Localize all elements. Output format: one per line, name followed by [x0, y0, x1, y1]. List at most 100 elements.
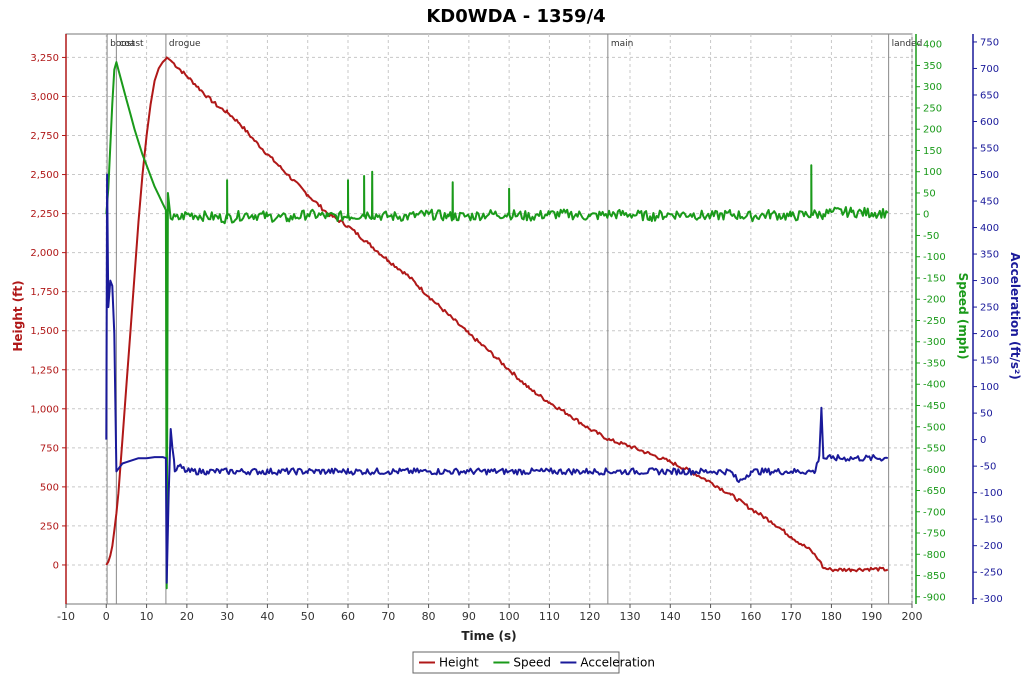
- legend: Height Speed Acceleration: [412, 651, 655, 674]
- speed-tick-label: 300: [923, 82, 942, 93]
- acceleration-tick-label: 750: [980, 37, 999, 48]
- x-tick-label: 70: [381, 610, 395, 623]
- x-tick-label: 140: [660, 610, 681, 623]
- speed-tick-label: -500: [923, 422, 946, 433]
- acceleration-tick-label: -250: [980, 568, 1003, 579]
- acceleration-tick-label: 100: [980, 382, 999, 393]
- x-tick-label: 80: [422, 610, 436, 623]
- speed-tick-label: -50: [923, 231, 939, 242]
- event-label: coast: [119, 39, 144, 49]
- acceleration-tick-label: 250: [980, 303, 999, 314]
- acceleration-tick-label: 500: [980, 170, 999, 181]
- height-tick-label: 2,750: [30, 131, 59, 142]
- x-tick-label: 0: [103, 610, 110, 623]
- speed-tick-label: -550: [923, 444, 946, 455]
- acceleration-tick-label: 450: [980, 197, 999, 208]
- speed-tick-label: 50: [923, 188, 936, 199]
- speed-tick-label: -250: [923, 316, 946, 327]
- height-tick-label: 250: [40, 521, 59, 532]
- speed-tick-label: -300: [923, 337, 946, 348]
- speed-tick-label: -100: [923, 252, 946, 263]
- acceleration-tick-label: 650: [980, 90, 999, 101]
- series-acceleration-line: [105, 173, 889, 584]
- x-tick-label: 160: [740, 610, 761, 623]
- x-tick-label: -10: [57, 610, 75, 623]
- speed-tick-label: -700: [923, 507, 946, 518]
- event-label: main: [611, 39, 634, 49]
- series-lines: [105, 56, 889, 590]
- series-speed-line: [105, 61, 889, 590]
- x-tick-label: 90: [462, 610, 476, 623]
- height-tick-label: 500: [40, 482, 59, 493]
- axes: -10 0 10 20 30 40 50 60 70 80 90 100 110 120 130 140 150…: [30, 34, 1003, 623]
- acceleration-tick-label: -100: [980, 488, 1003, 499]
- acceleration-tick-label: 350: [980, 250, 999, 261]
- speed-tick-label: -650: [923, 486, 946, 497]
- x-tick-label: 180: [821, 610, 842, 623]
- chart-title: KD0WDA - 1359/4: [426, 6, 605, 27]
- acceleration-tick-label: 300: [980, 276, 999, 287]
- speed-tick-label: 400: [923, 40, 942, 51]
- acceleration-tick-label: 600: [980, 117, 999, 128]
- height-tick-label: 2,500: [30, 170, 59, 181]
- acceleration-tick-label: -150: [980, 515, 1003, 526]
- speed-tick-label: -350: [923, 358, 946, 369]
- x-tick-label: 120: [579, 610, 600, 623]
- x-tick-label: 200: [902, 610, 923, 623]
- x-tick-label: 40: [260, 610, 274, 623]
- plot-area: [65, 33, 913, 605]
- speed-tick-label: 100: [923, 167, 942, 178]
- acceleration-tick-label: 700: [980, 64, 999, 75]
- acceleration-axis-title: Acceleration (ft/s²): [1008, 252, 1022, 379]
- speed-tick-label: -400: [923, 380, 946, 391]
- series-height-line: [105, 56, 889, 573]
- speed-tick-label: -600: [923, 465, 946, 476]
- speed-tick-label: 0: [923, 210, 929, 221]
- height-tick-label: 1,000: [30, 404, 59, 415]
- height-tick-label: 0: [53, 560, 59, 571]
- acceleration-tick-label: 50: [980, 409, 993, 420]
- height-axis-title: Height (ft): [11, 280, 25, 351]
- speed-axis-title: Speed (mph): [956, 273, 970, 360]
- acceleration-tick-label: 400: [980, 223, 999, 234]
- speed-tick-label: -150: [923, 273, 946, 284]
- speed-tick-label: -200: [923, 295, 946, 306]
- event-label: drogue: [169, 39, 201, 49]
- x-tick-label: 30: [220, 610, 234, 623]
- height-tick-label: 750: [40, 443, 59, 454]
- height-tick-label: 2,000: [30, 248, 59, 259]
- height-tick-label: 1,750: [30, 287, 59, 298]
- x-tick-label: 60: [341, 610, 355, 623]
- acceleration-tick-label: 200: [980, 329, 999, 340]
- speed-tick-label: -750: [923, 529, 946, 540]
- legend-box: [412, 651, 620, 674]
- x-tick-label: 20: [180, 610, 194, 623]
- acceleration-tick-label: 0: [980, 435, 986, 446]
- acceleration-tick-label: -200: [980, 541, 1003, 552]
- event-label: boost: [110, 39, 135, 49]
- legend-label-height: Height: [439, 656, 479, 670]
- speed-tick-label: 200: [923, 125, 942, 136]
- height-tick-label: 3,250: [30, 53, 59, 64]
- height-tick-label: 1,500: [30, 326, 59, 337]
- x-tick-label: 130: [620, 610, 641, 623]
- x-tick-label: 50: [301, 610, 315, 623]
- legend-label-acceleration: Acceleration: [580, 656, 655, 670]
- acceleration-tick-label: -50: [980, 462, 996, 473]
- height-tick-label: 2,250: [30, 209, 59, 220]
- x-tick-label: 100: [499, 610, 520, 623]
- x-tick-label: 10: [140, 610, 154, 623]
- acceleration-tick-label: 150: [980, 356, 999, 367]
- x-axis-title: Time (s): [461, 629, 516, 643]
- acceleration-tick-label: 550: [980, 144, 999, 155]
- acceleration-tick-label: -300: [980, 594, 1003, 605]
- speed-tick-label: -850: [923, 571, 946, 582]
- event-label: landed: [892, 39, 923, 49]
- x-tick-label: 110: [539, 610, 560, 623]
- speed-tick-label: -450: [923, 401, 946, 412]
- speed-tick-label: -900: [923, 592, 946, 603]
- height-tick-label: 1,250: [30, 365, 59, 376]
- x-tick-label: 170: [781, 610, 802, 623]
